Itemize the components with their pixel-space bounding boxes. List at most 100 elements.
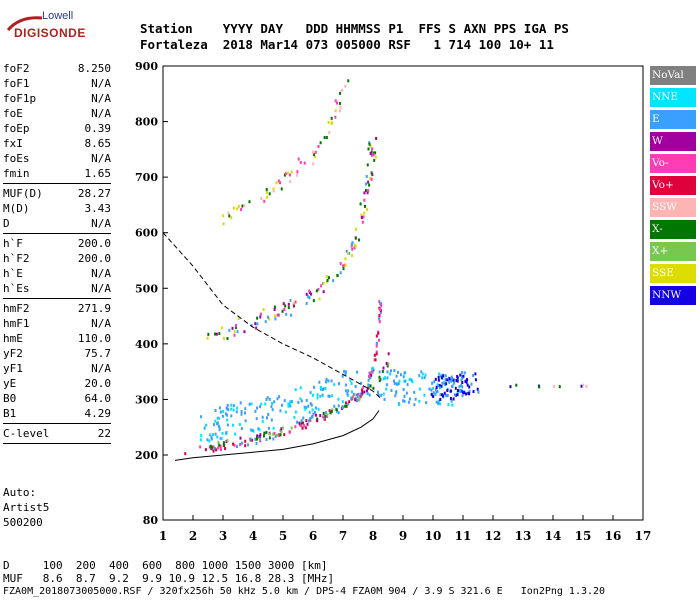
- echo-point: [393, 379, 396, 383]
- param-value: N/A: [91, 267, 111, 280]
- echo-point: [364, 188, 367, 192]
- param-value: 8.65: [84, 137, 112, 150]
- echo-point: [350, 396, 353, 400]
- echo-point: [222, 336, 225, 340]
- echo-point: [267, 412, 270, 416]
- echo-point: [254, 437, 257, 441]
- param-row: h`Es N/A: [3, 281, 111, 296]
- echo-point: [395, 374, 398, 378]
- echo-point: [230, 407, 233, 411]
- echo-point: [450, 379, 453, 383]
- echo-point: [397, 382, 400, 386]
- echo-point: [222, 222, 225, 226]
- echo-point: [445, 382, 448, 386]
- echo-point: [287, 404, 290, 408]
- echo-point: [230, 403, 233, 407]
- auto-version: 500200: [3, 516, 43, 529]
- echo-point: [219, 448, 222, 452]
- echo-point: [443, 391, 446, 395]
- param-name: B0: [3, 392, 17, 405]
- echo-point: [334, 109, 337, 113]
- echo-point: [356, 395, 359, 399]
- echo-point: [308, 289, 311, 293]
- echo-point: [468, 385, 471, 389]
- echo-point: [351, 241, 354, 245]
- x-tick-label: 14: [545, 529, 562, 543]
- legend-item: NoVal: [650, 66, 696, 85]
- echo-point: [238, 423, 241, 427]
- echo-traces: [184, 79, 588, 456]
- echo-point: [243, 330, 246, 334]
- param-value: N/A: [91, 362, 111, 375]
- echo-point: [372, 386, 375, 390]
- echo-point: [375, 350, 378, 354]
- x-tick-label: 2: [189, 529, 197, 543]
- echo-point: [314, 150, 317, 154]
- echo-point: [347, 389, 350, 393]
- echo-point: [293, 415, 296, 419]
- echo-point: [463, 371, 466, 375]
- x-tick-label: 5: [279, 529, 287, 543]
- echo-point: [314, 413, 317, 417]
- echo-point: [468, 389, 471, 393]
- echo-point: [267, 426, 270, 430]
- y-tick-label: 500: [135, 282, 158, 295]
- echo-point: [456, 390, 459, 394]
- param-row: hmF1 N/A: [3, 316, 111, 331]
- param-name: MUF(D): [3, 187, 43, 200]
- echo-point: [212, 449, 215, 453]
- echo-point: [280, 187, 283, 191]
- echo-point: [224, 412, 227, 416]
- echo-point: [233, 443, 236, 447]
- x-tick-label: 10: [425, 529, 442, 543]
- echo-point: [281, 426, 284, 430]
- echo-point: [402, 375, 405, 379]
- echo-point: [239, 443, 242, 447]
- echo-point: [296, 420, 299, 424]
- echo-point: [318, 297, 321, 301]
- echo-point: [323, 417, 326, 421]
- param-value: 3.43: [84, 202, 112, 215]
- echo-point: [262, 434, 265, 438]
- echo-point: [371, 153, 374, 157]
- echo-point: [382, 377, 385, 381]
- file-info: FZA0M_2018073005000.RSF / 320fx256h 50 k…: [3, 586, 606, 597]
- param-value: 4.29: [84, 407, 112, 420]
- echo-point: [322, 281, 325, 285]
- param-value: 1.65: [84, 167, 112, 180]
- legend-item: W: [650, 132, 696, 151]
- echo-point: [553, 385, 556, 389]
- echo-point: [226, 439, 229, 443]
- param-value: 0.39: [84, 122, 112, 135]
- echo-point: [331, 394, 334, 398]
- echo-point: [184, 452, 187, 456]
- echo-point: [366, 208, 369, 212]
- echo-point: [342, 264, 345, 268]
- echo-point: [446, 378, 449, 382]
- echo-point: [266, 315, 269, 319]
- echo-point: [218, 426, 221, 430]
- param-row: D N/A: [3, 216, 111, 231]
- param-group-3: h`F 200.0 h`F2 200.0 h`E N/A h`Es N/A: [3, 236, 111, 296]
- echo-point: [320, 284, 323, 288]
- echo-point: [461, 374, 464, 378]
- header-labels: Station YYYY DAY DDD HHMMSS P1 FFS S AXN…: [140, 21, 569, 36]
- echo-point: [360, 381, 363, 385]
- echo-point: [335, 408, 338, 412]
- echo-point: [375, 344, 378, 348]
- param-row: C-level 22: [3, 426, 111, 441]
- param-value: 110.0: [77, 332, 111, 345]
- echo-point: [365, 174, 368, 178]
- echo-point: [382, 366, 385, 370]
- echo-point: [396, 370, 399, 374]
- echo-point: [464, 392, 467, 396]
- echo-point: [309, 402, 312, 406]
- echo-point: [316, 418, 319, 422]
- echo-point: [351, 396, 354, 400]
- echo-point: [312, 162, 315, 166]
- echo-point: [347, 79, 350, 83]
- echo-point: [254, 409, 257, 413]
- echo-point: [452, 378, 455, 382]
- echo-point: [453, 381, 456, 385]
- echo-point: [456, 393, 459, 397]
